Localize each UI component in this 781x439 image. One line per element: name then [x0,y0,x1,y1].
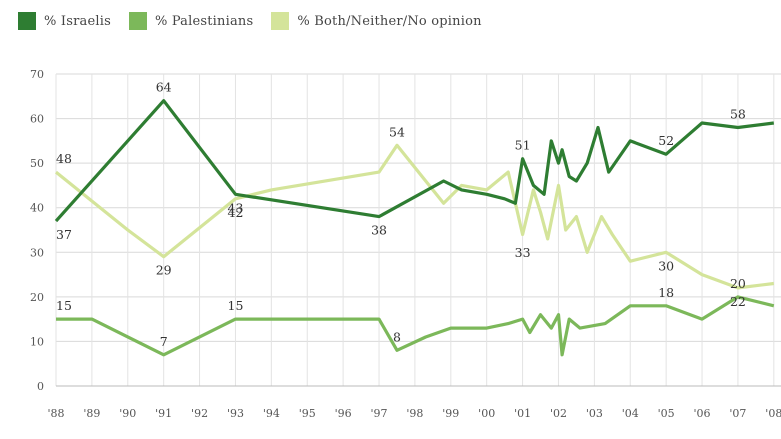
data-label: 20 [730,276,746,291]
data-label: 29 [156,263,172,278]
x-tick-label: '07 [729,407,746,420]
x-tick-label: '93 [227,407,244,420]
legend-label-both-neither: % Both/Neither/No opinion [297,13,482,29]
x-tick-label: '02 [550,407,567,420]
data-label: 37 [56,227,72,242]
series-line-2 [54,143,774,290]
legend-label-israelis: % Israelis [44,13,111,29]
data-label: 54 [389,124,405,139]
legend-swatch-both-neither [271,12,290,30]
y-tick-label: 0 [37,380,44,393]
x-tick-label: '08 [765,407,781,420]
x-tick-label: '90 [119,407,136,420]
legend-item-israelis: % Israelis [18,12,111,30]
data-label: 42 [228,205,244,220]
data-label: 43 [228,200,244,215]
data-label: 22 [730,294,746,309]
y-tick-label: 20 [30,291,44,304]
y-tick-label: 10 [30,335,44,348]
y-tick-label: 60 [30,113,44,126]
data-label: 15 [56,298,72,313]
data-label: 7 [160,334,168,349]
x-tick-label: '00 [478,407,495,420]
data-label: 8 [393,329,401,344]
x-tick-label: '96 [335,407,352,420]
series-line-0 [54,99,774,223]
x-tick-label: '89 [83,407,100,420]
data-label: 51 [515,138,531,153]
legend-swatch-israelis [18,12,36,30]
x-tick-label: '06 [694,407,711,420]
legend-swatch-palestinians [128,12,147,30]
x-tick-label: '91 [155,407,172,420]
x-tick-label: '05 [658,407,675,420]
legend-item-both-neither: % Both/Neither/No opinion [271,12,482,30]
x-tick-label: '98 [406,407,423,420]
legend-label-palestinians: % Palestinians [154,13,254,29]
data-label: 52 [658,133,674,148]
x-tick-label: '92 [191,407,208,420]
x-tick-label: '95 [299,407,316,420]
series-line-1 [56,295,775,357]
data-label: 30 [658,258,674,273]
y-tick-label: 30 [30,246,44,259]
x-tick-label: '04 [622,407,639,420]
chart-legend: % Israelis % Palestinians % Both/Neither… [18,8,482,34]
data-label: 18 [658,285,674,300]
x-tick-label: '97 [371,407,388,420]
data-label: 33 [515,245,531,260]
data-label: 15 [228,298,244,313]
data-label: 38 [371,223,387,238]
x-tick-label: '94 [263,407,280,420]
data-label: 48 [56,151,72,166]
y-tick-label: 40 [30,202,44,215]
x-tick-label: '03 [586,407,603,420]
legend-item-palestinians: % Palestinians [128,12,254,30]
x-tick-label: '88 [47,407,64,420]
y-tick-label: 50 [30,157,44,170]
y-tick-label: 70 [30,68,44,81]
data-label: 64 [156,80,172,95]
x-tick-label: '01 [514,407,531,420]
data-label: 58 [730,106,746,121]
x-tick-label: '99 [442,407,459,420]
